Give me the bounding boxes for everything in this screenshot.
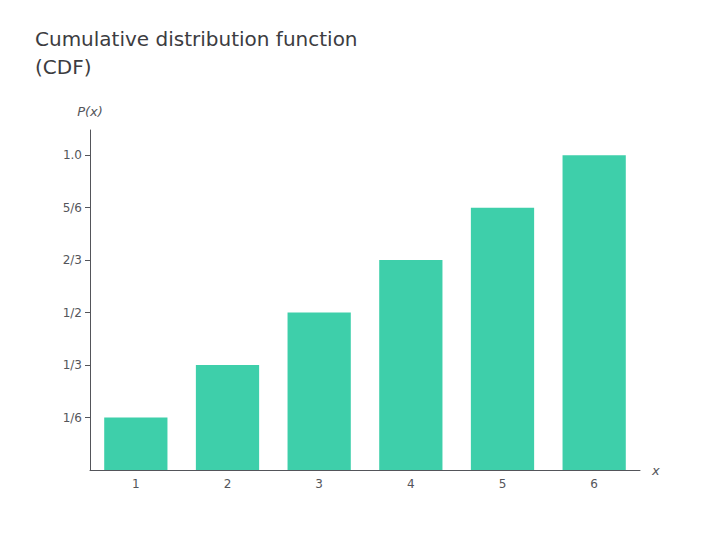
svg-text:6: 6 <box>590 477 598 491</box>
svg-text:P(x): P(x) <box>77 104 103 119</box>
svg-text:(CDF): (CDF) <box>35 55 91 79</box>
svg-text:3: 3 <box>315 477 323 491</box>
svg-text:5/6: 5/6 <box>63 201 82 215</box>
svg-text:4: 4 <box>407 477 415 491</box>
svg-text:Cumulative distribution functi: Cumulative distribution function <box>35 27 358 51</box>
svg-text:x: x <box>651 463 660 478</box>
svg-text:2: 2 <box>224 477 232 491</box>
svg-text:2/3: 2/3 <box>63 253 82 267</box>
svg-text:1.0: 1.0 <box>63 148 82 162</box>
svg-text:1/6: 1/6 <box>63 411 82 425</box>
svg-text:1/3: 1/3 <box>63 358 82 372</box>
svg-text:1: 1 <box>132 477 140 491</box>
svg-text:1/2: 1/2 <box>63 306 82 320</box>
svg-text:5: 5 <box>499 477 507 491</box>
